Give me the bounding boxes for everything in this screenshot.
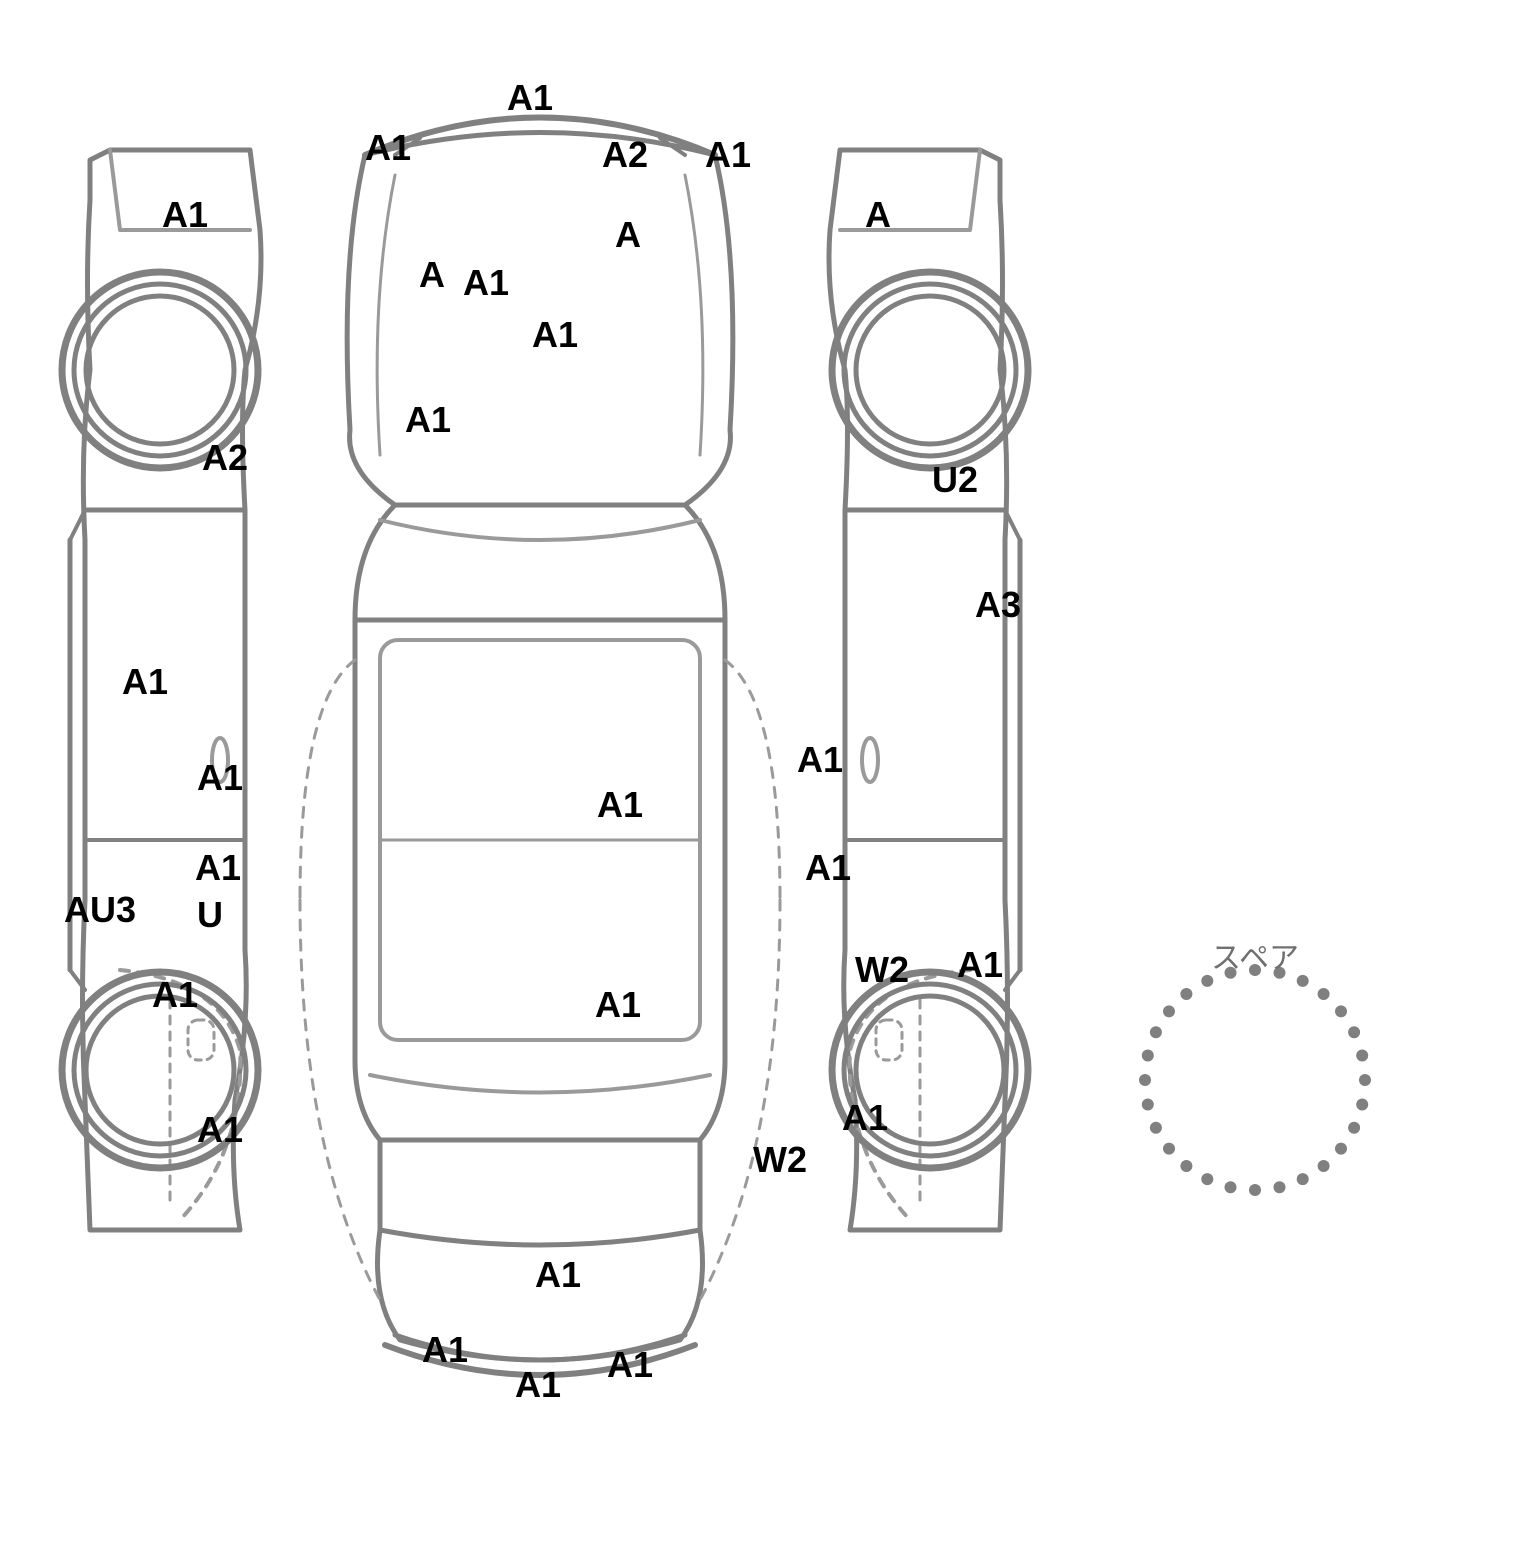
condition-label: A1	[197, 1109, 243, 1151]
condition-label: A1	[957, 944, 1003, 986]
condition-label: U	[197, 894, 223, 936]
condition-label: A1	[805, 847, 851, 889]
center-top-view	[300, 118, 780, 1376]
condition-label: A1	[365, 127, 411, 169]
condition-label: A	[419, 254, 445, 296]
condition-label: A2	[602, 134, 648, 176]
spare-tire-label: スペア	[1211, 933, 1299, 977]
condition-label: AU3	[64, 889, 136, 931]
condition-label: U2	[932, 459, 978, 501]
condition-label: A1	[607, 1344, 653, 1386]
condition-label: A1	[422, 1329, 468, 1371]
condition-label: A1	[705, 134, 751, 176]
condition-label: A1	[842, 1097, 888, 1139]
condition-label: A1	[797, 739, 843, 781]
condition-label: A3	[975, 584, 1021, 626]
condition-label: W2	[855, 949, 909, 991]
condition-label: A2	[202, 437, 248, 479]
right-side-view	[829, 150, 1028, 1230]
condition-label: A1	[515, 1364, 561, 1406]
condition-label: A1	[463, 262, 509, 304]
condition-label: A1	[197, 757, 243, 799]
condition-label: A1	[532, 314, 578, 356]
condition-label: A	[865, 194, 891, 236]
condition-label: A1	[405, 399, 451, 441]
condition-label: W2	[753, 1139, 807, 1181]
condition-label: A1	[507, 77, 553, 119]
condition-label: A1	[162, 194, 208, 236]
condition-label: A1	[122, 661, 168, 703]
condition-label: A1	[152, 974, 198, 1016]
condition-label: A1	[597, 784, 643, 826]
vehicle-diagram-canvas: スペア A1 A1 A2 A1 A1 A A A A1 A1 A1 A2 U2 A3 A1 A1 A1 A1 A1 A…	[0, 0, 1536, 1568]
condition-label: A1	[595, 984, 641, 1026]
condition-label: A	[615, 214, 641, 256]
condition-label: A1	[535, 1254, 581, 1296]
condition-label: A1	[195, 847, 241, 889]
spare-tire	[1139, 964, 1371, 1196]
